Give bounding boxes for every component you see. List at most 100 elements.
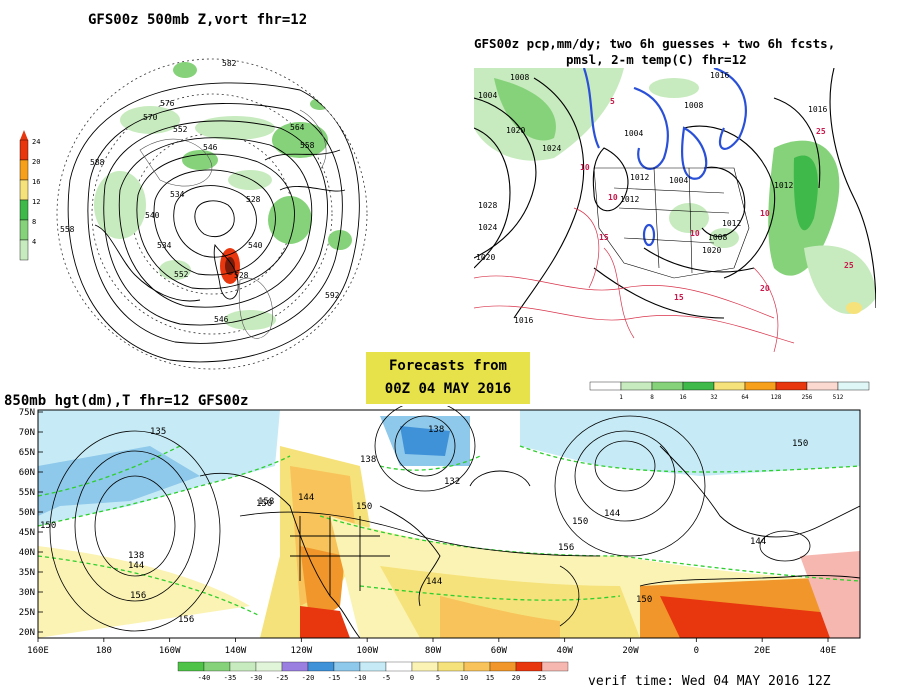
pressure-label: 1012 xyxy=(630,173,649,182)
vorticity-legend: 24 20 16 12 8 4 xyxy=(19,130,40,261)
height-label: 144 xyxy=(604,509,620,519)
legend-swatch xyxy=(307,661,335,672)
lat-label: 65N xyxy=(19,448,35,458)
legend-label: -35 xyxy=(224,674,237,682)
legend-label: -40 xyxy=(198,674,211,682)
lat-label: 60N xyxy=(19,468,35,478)
coastlines xyxy=(139,109,327,339)
panel-precip-title-line-2: pmsl, 2-m temp(C) fhr=12 xyxy=(566,52,747,67)
lon-label: 0 xyxy=(694,646,699,656)
contour-label: 576 xyxy=(160,99,175,108)
pressure-label: 1008 xyxy=(684,101,703,110)
precip-legend: 1 8 16 32 64 128 256 512 xyxy=(589,381,870,401)
legend-swatch xyxy=(281,661,309,672)
legend-swatch xyxy=(19,159,29,181)
lon-label: 100W xyxy=(356,646,378,656)
lon-label: 160E xyxy=(27,646,49,656)
temp-label: 15 xyxy=(599,233,609,242)
temperature-fill xyxy=(38,410,860,638)
boundaries xyxy=(593,167,750,279)
pressure-label: 1004 xyxy=(669,176,688,185)
legend-swatch xyxy=(19,199,29,221)
pressure-label: 1004 xyxy=(624,129,643,138)
legend-swatch xyxy=(682,381,715,391)
height-label: 138 xyxy=(428,425,444,435)
legend-label: 10 xyxy=(460,674,468,682)
lon-label: 20W xyxy=(622,646,639,656)
lon-label: 120W xyxy=(290,646,312,656)
temperature-legend: -40 -35 -30 -25 -20 -15 -10 -5 0 5 10 15 20 25 xyxy=(177,661,569,682)
height-label: 138 xyxy=(360,455,376,465)
pressure-label: 1012 xyxy=(722,219,741,228)
height-label: 144 xyxy=(128,561,144,571)
height-label: 132 xyxy=(444,477,460,487)
legend-label: 64 xyxy=(741,394,749,401)
legend-label: 20 xyxy=(512,674,520,682)
legend-swatch xyxy=(515,661,543,672)
map-frame xyxy=(37,409,861,639)
pressure-label: 1012 xyxy=(620,195,639,204)
legend-swatch xyxy=(744,381,777,391)
legend-label: 128 xyxy=(771,394,782,401)
height-label: 138 xyxy=(128,551,144,561)
temp-label: 5 xyxy=(610,97,615,106)
legend-label: 24 xyxy=(32,138,40,146)
legend-label: 16 xyxy=(32,178,40,186)
height-label: 150 xyxy=(356,502,372,512)
height-labels-850: 135 138 150 144 150 138 132 144 150 156 … xyxy=(40,425,808,625)
temp-label: 20 xyxy=(760,284,770,293)
lat-label: 45N xyxy=(19,528,35,538)
lat-ticks: 75N 70N 65N 60N 55N 50N 45N 40N 35N 30N 25N 20N xyxy=(19,408,43,638)
temp-labels: 10 15 10 10 10 15 25 20 25 5 xyxy=(580,97,854,302)
height-label: 150 xyxy=(256,499,272,509)
legend-swatch xyxy=(229,661,257,672)
legend-label: -20 xyxy=(302,674,315,682)
height-label: 150 xyxy=(40,521,56,531)
height-label: 156 xyxy=(558,543,574,553)
forecast-label-2: 00Z 04 MAY 2016 xyxy=(384,381,512,397)
contour-label: 570 xyxy=(143,113,158,122)
legend-swatch xyxy=(463,661,491,672)
lon-label: 180 xyxy=(96,646,112,656)
legend-label: 20 xyxy=(32,158,40,166)
legend-swatch xyxy=(713,381,746,391)
height-label: 144 xyxy=(298,493,314,503)
height-contours xyxy=(67,82,360,363)
legend-swatch xyxy=(411,661,439,672)
legend-label: -15 xyxy=(328,674,341,682)
legend-swatch xyxy=(775,381,808,391)
legend-label: -5 xyxy=(382,674,390,682)
panel-500mb-map: 582 576 570 564 558 552 546 540 534 528 … xyxy=(56,58,368,370)
height-label: 158 xyxy=(258,497,274,507)
pressure-label: 1020 xyxy=(702,246,721,255)
contour-label: 534 xyxy=(170,190,185,199)
contour-labels-500mb: 582 576 570 564 558 552 546 540 534 528 … xyxy=(60,59,340,324)
legend-swatch xyxy=(19,239,29,261)
height-label: 156 xyxy=(130,591,146,601)
contour-label: 558 xyxy=(60,225,75,234)
legend-label: 32 xyxy=(710,394,718,401)
lat-label: 30N xyxy=(19,588,35,598)
lon-label: 20E xyxy=(754,646,770,656)
legend-swatch xyxy=(541,661,569,672)
lat-label: 20N xyxy=(19,628,35,638)
verif-time: verif time: Wed 04 MAY 2016 12Z xyxy=(588,674,831,689)
freezing-lines xyxy=(582,68,747,247)
height-label: 135 xyxy=(150,427,166,437)
height-label: 144 xyxy=(426,577,442,587)
pressure-label: 1012 xyxy=(774,181,793,190)
forecast-time-box: Forecasts from 00Z 04 MAY 2016 xyxy=(366,352,530,404)
legend-label: 5 xyxy=(436,674,440,682)
pressure-label: 1020 xyxy=(506,126,525,135)
legend-label: -25 xyxy=(276,674,289,682)
lon-label: 40E xyxy=(820,646,836,656)
legend-label: 25 xyxy=(538,674,546,682)
lat-label: 35N xyxy=(19,568,35,578)
height-label: 150 xyxy=(572,517,588,527)
contour-label: 588 xyxy=(90,158,105,167)
lon-label: 40W xyxy=(557,646,574,656)
height-label: 150 xyxy=(792,439,808,449)
panel-500mb-title: GFS00z 500mb Z,vort fhr=12 xyxy=(88,12,308,28)
lon-label: 140W xyxy=(225,646,247,656)
legend-swatch xyxy=(255,661,283,672)
